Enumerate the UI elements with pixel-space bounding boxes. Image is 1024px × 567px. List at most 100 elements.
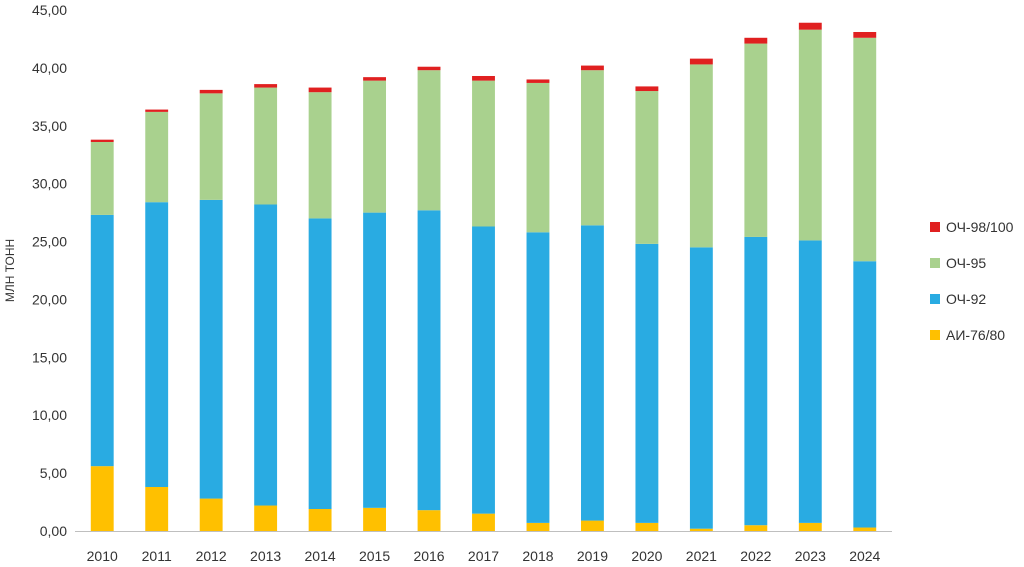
bar-segment [254, 505, 278, 531]
legend: ОЧ-98/100 ОЧ-95 ОЧ-92 АИ-76/80 [930, 219, 1014, 343]
bar-segment [417, 66, 441, 71]
bar-segment [635, 522, 659, 531]
bar-segment [526, 79, 550, 83]
x-tick-label: 2018 [522, 548, 553, 564]
bar-segment [417, 210, 441, 511]
bar-segment [744, 37, 768, 44]
y-tick-label: 20,00 [32, 291, 67, 307]
bar-segment [254, 204, 278, 506]
x-tick-label: 2014 [305, 548, 336, 564]
bar-segment [798, 522, 822, 531]
bar-segment [798, 29, 822, 241]
bar-segment [798, 22, 822, 30]
bar-segment [199, 89, 223, 94]
bar-segment [90, 141, 114, 215]
bar-segment [363, 80, 387, 213]
bar-segment [853, 527, 877, 531]
bar-segment [635, 91, 659, 244]
x-tick-label: 2023 [795, 548, 826, 564]
x-tick-label: 2021 [686, 548, 717, 564]
bar-segment [635, 243, 659, 523]
y-tick-label: 25,00 [32, 234, 67, 250]
legend-item: ОЧ-95 [930, 255, 986, 271]
y-tick-label: 5,00 [40, 465, 67, 481]
bar-segment [308, 87, 332, 93]
bar-segment [472, 513, 495, 531]
x-tick-labels: 2010 2011 2012 2013 2014 2015 2016 2017 2018 2019… [87, 548, 881, 564]
bar-segment [798, 240, 822, 523]
y-tick-label: 35,00 [32, 118, 67, 134]
bar-segment [363, 212, 387, 508]
bar-segment [199, 93, 223, 200]
legend-swatch [930, 330, 940, 340]
x-tick-label: 2016 [413, 548, 444, 564]
y-tick-label: 40,00 [32, 60, 67, 76]
bar-segment [145, 109, 169, 112]
bar-segment [363, 507, 387, 531]
y-tick-label: 30,00 [32, 176, 67, 192]
bar-segment [254, 84, 278, 88]
bar-segment [689, 64, 713, 248]
bar-segment [744, 525, 768, 531]
bar-segment [308, 92, 332, 219]
y-tick-label: 10,00 [32, 407, 67, 423]
legend-item: АИ-76/80 [930, 327, 1005, 343]
legend-item: ОЧ-98/100 [930, 219, 1014, 235]
bar-segment [853, 37, 877, 262]
x-tick-label: 2011 [142, 548, 172, 564]
y-tick-labels: 0,00 5,00 10,00 15,00 20,00 25,00 30,00 35,00 40… [32, 2, 67, 539]
bar-segment [145, 487, 169, 531]
bar-segment [689, 58, 713, 65]
legend-swatch [930, 258, 940, 268]
y-axis-label: МЛН ТОНН [3, 239, 17, 302]
legend-label: ОЧ-95 [946, 255, 986, 271]
bar-segment [580, 70, 604, 226]
x-tick-label: 2017 [468, 548, 499, 564]
bar-segment [853, 31, 877, 38]
bar-segment [472, 80, 495, 227]
bar-segment [472, 226, 495, 514]
bar-segment [744, 43, 768, 237]
bar-segment [580, 65, 604, 71]
bar-segment [145, 202, 169, 488]
bar-segment [417, 70, 441, 211]
bar-segment [689, 528, 713, 531]
bar-segment [853, 261, 877, 528]
bar-segment [90, 139, 114, 142]
bar-segment [145, 111, 169, 203]
bar-segment [308, 218, 332, 510]
y-tick-label: 0,00 [40, 523, 67, 539]
bar-segment [199, 498, 223, 531]
x-tick-label: 2024 [849, 548, 880, 564]
legend-label: ОЧ-98/100 [946, 219, 1014, 235]
legend-label: ОЧ-92 [946, 291, 986, 307]
x-tick-label: 2013 [250, 548, 281, 564]
bar-segment [417, 510, 441, 531]
x-tick-label: 2012 [196, 548, 227, 564]
bars [90, 22, 877, 531]
bar-segment [308, 509, 332, 531]
bar-segment [90, 214, 114, 467]
bar-segment [363, 77, 387, 81]
legend-item: ОЧ-92 [930, 291, 986, 307]
bar-segment [580, 520, 604, 531]
bar-segment [689, 247, 713, 529]
x-tick-label: 2010 [87, 548, 118, 564]
bar-segment [254, 87, 278, 205]
bar-segment [472, 75, 495, 81]
bar-segment [199, 199, 223, 499]
bar-segment [526, 522, 550, 531]
bar-segment [635, 86, 659, 92]
x-tick-label: 2015 [359, 548, 390, 564]
x-tick-label: 2020 [631, 548, 662, 564]
legend-swatch [930, 294, 940, 304]
bar-segment [526, 82, 550, 233]
legend-swatch [930, 222, 940, 232]
y-tick-label: 45,00 [32, 2, 67, 18]
x-tick-label: 2019 [577, 548, 608, 564]
x-tick-label: 2022 [740, 548, 771, 564]
bar-segment [90, 466, 114, 531]
y-tick-label: 15,00 [32, 349, 67, 365]
